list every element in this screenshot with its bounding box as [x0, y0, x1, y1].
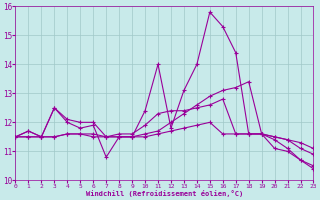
X-axis label: Windchill (Refroidissement éolien,°C): Windchill (Refroidissement éolien,°C): [86, 190, 243, 197]
